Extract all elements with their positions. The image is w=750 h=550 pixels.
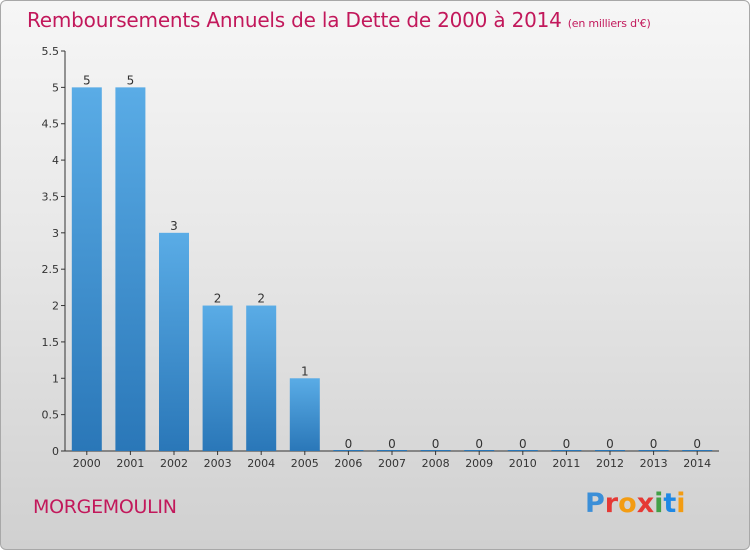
data-label-2002: 3 bbox=[170, 219, 178, 233]
y-tick-label: 2.5 bbox=[42, 263, 60, 276]
logo-letter: r bbox=[604, 488, 619, 519]
x-tick-label: 2008 bbox=[422, 457, 450, 470]
logo-letter: P bbox=[585, 488, 605, 519]
bar-2008 bbox=[420, 450, 451, 451]
bar-2003 bbox=[202, 305, 233, 451]
x-tick-label: 2000 bbox=[73, 457, 101, 470]
data-label-2006: 0 bbox=[345, 437, 353, 451]
x-tick-label: 2010 bbox=[509, 457, 537, 470]
commune-name: MORGEMOULIN bbox=[33, 496, 177, 518]
bar-2007 bbox=[377, 450, 407, 451]
y-tick-label: 1.5 bbox=[42, 336, 60, 349]
logo-letter: o bbox=[618, 488, 637, 519]
x-tick-label: 2014 bbox=[683, 457, 711, 470]
axes: 0 0.5 1 1.5 2 2.5 3 3.5 4 4.5 5 5.5 bbox=[42, 45, 719, 458]
data-label-2013: 0 bbox=[650, 437, 658, 451]
data-label-2007: 0 bbox=[388, 437, 396, 451]
logo-letter: x bbox=[636, 488, 655, 519]
chart-title-text: Remboursements Annuels de la Dette de 20… bbox=[27, 8, 562, 32]
data-label-2004: 2 bbox=[257, 292, 265, 306]
data-label-2014: 0 bbox=[693, 437, 701, 451]
x-tick-label: 2013 bbox=[640, 457, 668, 470]
y-tick-label: 0 bbox=[52, 445, 59, 458]
bar-2000 bbox=[71, 87, 102, 451]
chart-subtitle: (en milliers d'€) bbox=[567, 17, 651, 30]
labels: 5 2000 5 2001 3 2002 2 2003 2 2004 1 2005 0 2006 0 2007… bbox=[73, 73, 711, 470]
bar-2010 bbox=[507, 450, 538, 451]
y-tick-label: 0.5 bbox=[42, 409, 60, 422]
bar-2011 bbox=[551, 450, 582, 451]
data-label-2000: 5 bbox=[83, 73, 91, 87]
data-label-2003: 2 bbox=[214, 292, 222, 306]
data-label-2010: 0 bbox=[519, 437, 527, 451]
data-label-2008: 0 bbox=[432, 437, 440, 451]
y-tick-label: 3 bbox=[52, 227, 59, 240]
bar-2013 bbox=[638, 450, 669, 451]
y-tick-label: 4 bbox=[52, 154, 59, 167]
bar-2002 bbox=[159, 232, 189, 451]
x-tick-label: 2003 bbox=[204, 457, 232, 470]
x-tick-label: 2009 bbox=[465, 457, 493, 470]
logo-letter: i bbox=[676, 488, 686, 519]
chart-title: Remboursements Annuels de la Dette de 20… bbox=[27, 8, 651, 32]
y-tick-label: 5.5 bbox=[42, 45, 60, 58]
y-tick-label: 1 bbox=[52, 372, 59, 385]
logo-letter: t bbox=[663, 488, 677, 519]
x-tick-label: 2001 bbox=[116, 457, 144, 470]
data-label-2009: 0 bbox=[475, 437, 483, 451]
y-tick-label: 4.5 bbox=[42, 118, 60, 131]
data-label-2005: 1 bbox=[301, 364, 309, 378]
bar-2004 bbox=[246, 305, 277, 451]
y-tick-label: 2 bbox=[52, 300, 59, 313]
y-tick-label: 3.5 bbox=[42, 190, 60, 203]
bar-2005 bbox=[289, 378, 320, 451]
y-tick-label: 5 bbox=[52, 81, 59, 94]
x-tick-label: 2011 bbox=[552, 457, 580, 470]
bar-2014 bbox=[682, 450, 713, 451]
bar-2012 bbox=[595, 450, 625, 451]
x-tick-label: 2004 bbox=[247, 457, 275, 470]
bar-2001 bbox=[115, 87, 146, 451]
x-tick-label: 2002 bbox=[160, 457, 188, 470]
x-tick-label: 2012 bbox=[596, 457, 624, 470]
data-label-2011: 0 bbox=[563, 437, 571, 451]
x-tick-label: 2006 bbox=[334, 457, 362, 470]
proxiti-logo[interactable]: Proxiti bbox=[585, 488, 686, 519]
bar-2006 bbox=[333, 450, 364, 451]
bar-2009 bbox=[464, 450, 495, 451]
x-tick-label: 2007 bbox=[378, 457, 406, 470]
data-label-2001: 5 bbox=[127, 73, 135, 87]
bars bbox=[71, 87, 713, 451]
logo-letter: i bbox=[654, 488, 664, 519]
x-tick-label: 2005 bbox=[291, 457, 319, 470]
data-label-2012: 0 bbox=[606, 437, 614, 451]
